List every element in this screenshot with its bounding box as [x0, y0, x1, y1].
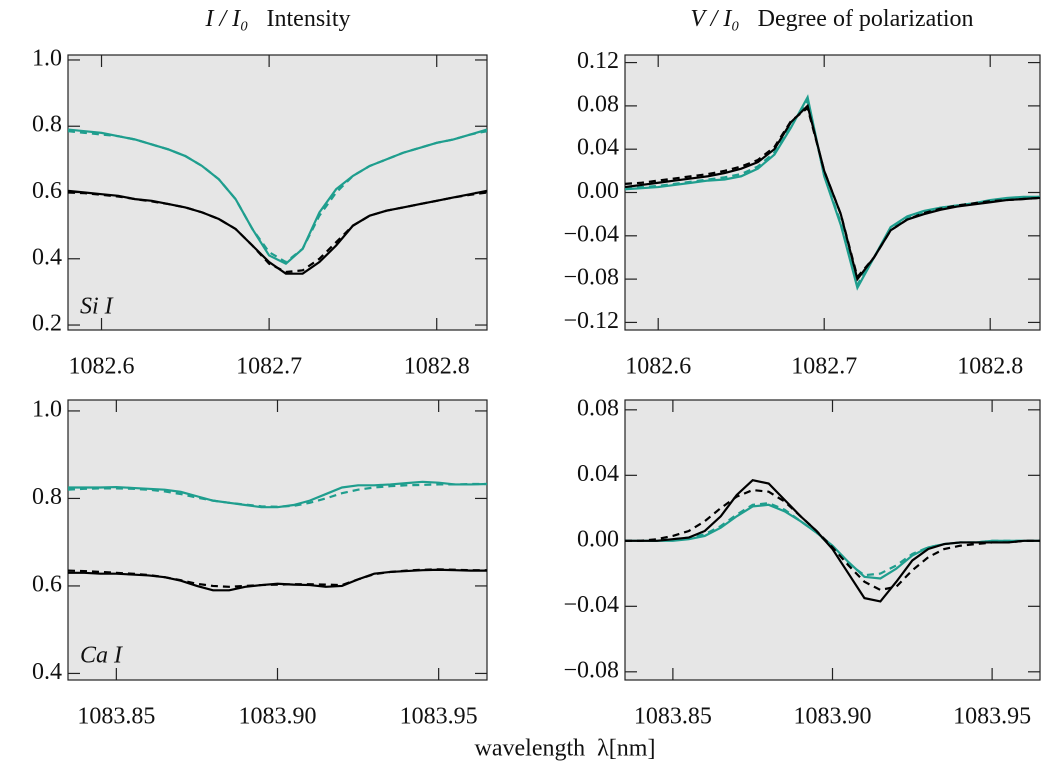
panel-header: V / I₀ Degree of polarization: [690, 6, 973, 32]
y-tick-label: 0.8: [32, 484, 62, 510]
y-tick-label: −0.04: [563, 592, 619, 618]
x-tick-label: 1082.7: [236, 354, 302, 380]
x-tick-label: 1083.95: [953, 704, 1031, 730]
data-line: [625, 488, 1040, 592]
x-tick-label: 1082.8: [957, 354, 1023, 380]
y-tick-label: 0.4: [32, 659, 62, 685]
y-tick-label: 0.12: [577, 48, 619, 74]
plot-area: [67, 399, 488, 681]
data-line: [68, 568, 487, 588]
data-line: [68, 191, 487, 274]
y-tick-label: 0.04: [577, 135, 619, 161]
x-tick-label: 1083.95: [400, 704, 478, 730]
y-tick-label: 1.0: [32, 45, 62, 71]
quantity: V / I₀: [690, 6, 739, 32]
y-tick-label: 0.6: [32, 178, 62, 204]
data-line: [68, 482, 487, 508]
x-tick-label: 1083.85: [77, 704, 155, 730]
x-tick-label: 1082.7: [791, 354, 857, 380]
plot-area: [624, 399, 1041, 681]
y-tick-label: 0.2: [32, 311, 62, 337]
annotation: Ca I: [80, 643, 123, 669]
y-tick-label: −0.04: [563, 221, 619, 247]
y-tick-label: 0.08: [577, 395, 619, 421]
data-line: [68, 130, 487, 264]
y-tick-label: −0.12: [563, 308, 619, 334]
x-tick-label: 1082.6: [69, 354, 135, 380]
header-title: Intensity: [267, 6, 351, 32]
y-tick-label: 0.04: [577, 461, 619, 487]
y-tick-label: 0.4: [32, 244, 62, 270]
panel-header: I / I₀ Intensity: [205, 6, 351, 32]
plot-area: [67, 54, 488, 331]
x-tick-label: 1083.90: [239, 704, 317, 730]
y-tick-label: −0.08: [563, 265, 619, 291]
x-tick-label: 1083.85: [634, 704, 712, 730]
y-tick-label: −0.08: [563, 657, 619, 683]
y-tick-label: 1.0: [32, 396, 62, 422]
y-tick-label: 0.00: [577, 178, 619, 204]
data-line: [625, 103, 1040, 282]
x-tick-label: 1082.6: [625, 354, 691, 380]
x-tick-label: 1083.90: [794, 704, 872, 730]
header-title: Degree of polarization: [758, 6, 974, 32]
y-tick-label: 0.08: [577, 91, 619, 117]
quantity: I / I₀: [205, 6, 249, 32]
y-tick-label: 0.00: [577, 526, 619, 552]
y-tick-label: 0.8: [32, 112, 62, 138]
x-axis-label: wavelength λ[nm]: [475, 736, 656, 762]
y-tick-label: 0.6: [32, 571, 62, 597]
annotation: Si I: [80, 294, 114, 320]
x-tick-label: 1082.8: [404, 354, 470, 380]
